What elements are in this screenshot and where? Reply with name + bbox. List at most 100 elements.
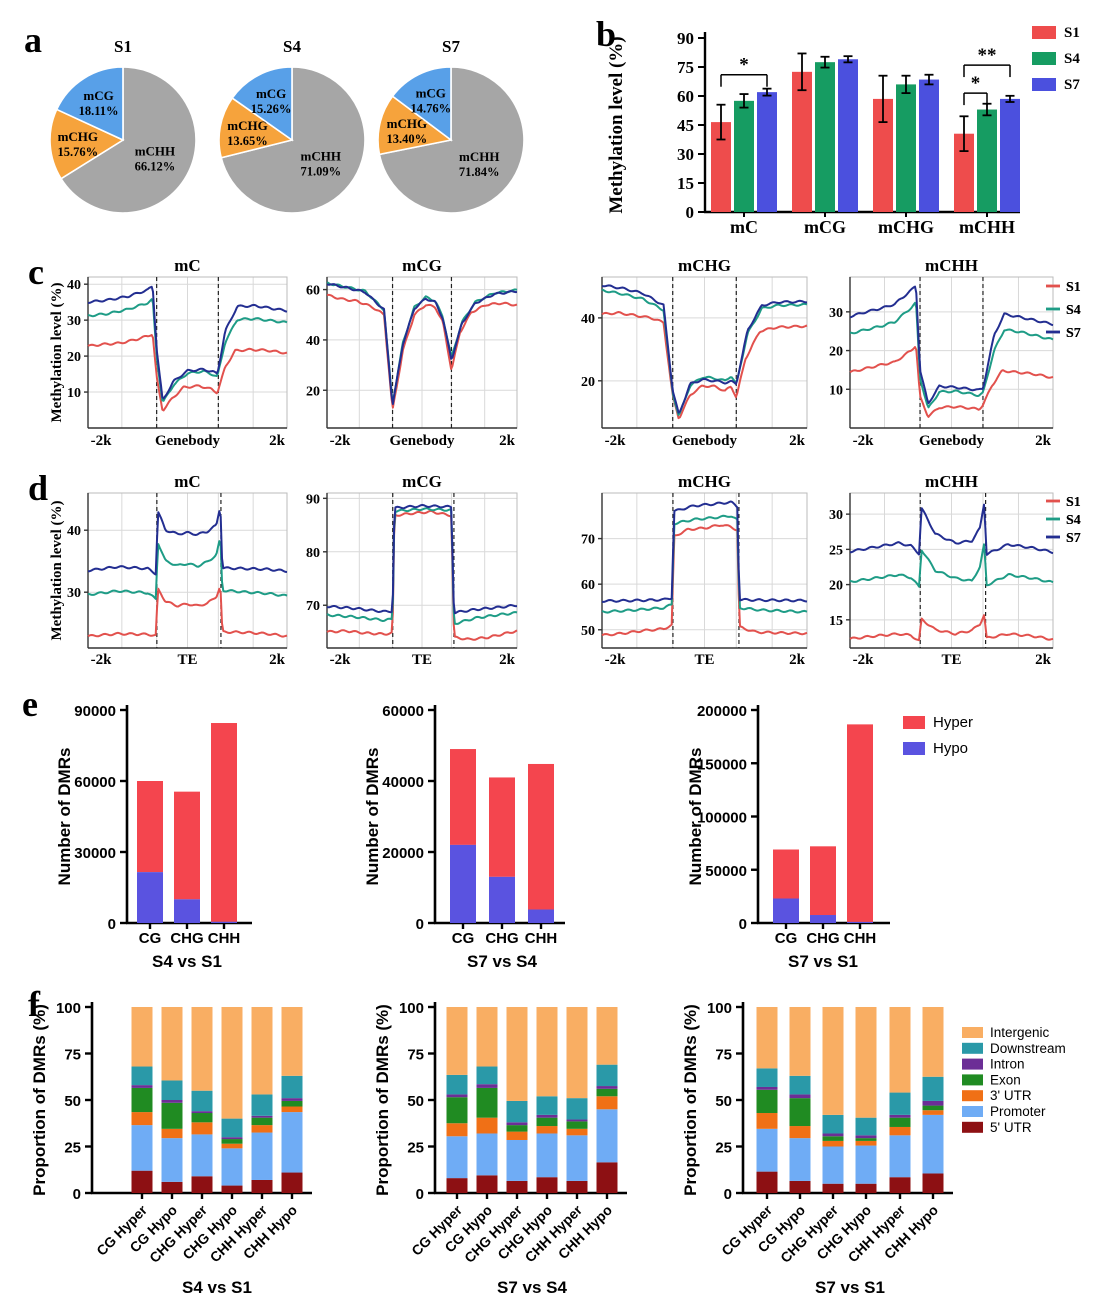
svg-text:CHG: CHG (485, 930, 518, 947)
svg-text:S7 vs S1: S7 vs S1 (788, 952, 858, 971)
svg-text:Exon: Exon (990, 1072, 1021, 1087)
svg-text:0: 0 (108, 916, 116, 933)
svg-text:45: 45 (677, 116, 694, 135)
svg-text:25: 25 (64, 1140, 81, 1157)
svg-text:-2k: -2k (330, 652, 351, 668)
svg-text:2k: 2k (269, 433, 286, 449)
svg-text:Methylation level (%): Methylation level (%) (606, 36, 627, 213)
svg-text:CHG: CHG (170, 930, 203, 947)
svg-text:mCHG: mCHG (58, 129, 98, 144)
e1-chart: 0 30000 60000 90000 Number of DMRs CG CHG CHH S4… (55, 703, 252, 971)
svg-text:Genebody: Genebody (672, 433, 738, 449)
svg-text:40: 40 (67, 524, 81, 539)
e2-chart: 0 20000 40000 60000 Number of DMRs CG CHG CHH S7… (363, 703, 565, 971)
svg-text:*: * (971, 73, 981, 94)
svg-text:S1: S1 (1066, 280, 1081, 295)
svg-text:80: 80 (306, 546, 320, 561)
svg-text:S1: S1 (1066, 495, 1081, 510)
svg-text:60: 60 (581, 578, 595, 593)
svg-text:mCHH: mCHH (301, 148, 341, 163)
svg-text:40000: 40000 (382, 774, 424, 791)
svg-text:Number of DMRs: Number of DMRs (55, 748, 74, 886)
svg-text:CHH: CHH (208, 930, 241, 947)
svg-text:mCHG: mCHG (678, 472, 731, 491)
svg-text:2k: 2k (269, 652, 286, 668)
svg-text:100: 100 (707, 1000, 732, 1017)
svg-text:15.26%: 15.26% (251, 102, 292, 116)
svg-text:mCHH: mCHH (925, 256, 978, 275)
svg-text:20: 20 (829, 579, 843, 594)
panel-label-f: f (28, 984, 40, 1024)
svg-text:75: 75 (64, 1047, 81, 1064)
svg-text:60000: 60000 (74, 774, 116, 791)
svg-text:S4: S4 (1066, 303, 1081, 318)
svg-text:0: 0 (724, 1186, 732, 1203)
svg-text:CG: CG (139, 930, 162, 947)
svg-text:Intergenic: Intergenic (990, 1025, 1050, 1040)
svg-text:TE: TE (941, 652, 961, 668)
panel-label-a: a (24, 20, 42, 60)
svg-text:75: 75 (677, 58, 694, 77)
svg-text:S4: S4 (283, 37, 301, 56)
svg-text:mCHH: mCHH (459, 149, 499, 164)
svg-text:30: 30 (67, 586, 81, 601)
svg-text:18.11%: 18.11% (79, 104, 119, 118)
svg-text:2k: 2k (789, 652, 806, 668)
svg-text:mC: mC (730, 217, 758, 237)
d4-chart: 15 20 25 30 mCHH -2k TE 2k S1 S4 S7 (829, 472, 1081, 668)
svg-text:0: 0 (416, 916, 424, 933)
svg-text:mCHH: mCHH (135, 144, 175, 159)
svg-text:S4: S4 (1066, 513, 1081, 528)
svg-text:90: 90 (306, 492, 320, 507)
svg-text:TE: TE (177, 652, 197, 668)
svg-text:40: 40 (67, 278, 81, 293)
svg-text:30: 30 (829, 306, 843, 321)
svg-text:75: 75 (407, 1047, 424, 1064)
svg-text:Hypo: Hypo (933, 740, 968, 757)
svg-text:Methylation level (%): Methylation level (%) (49, 283, 65, 423)
svg-text:200000: 200000 (697, 703, 747, 720)
svg-text:15.76%: 15.76% (58, 145, 99, 159)
svg-text:CG: CG (452, 930, 475, 947)
svg-text:0: 0 (73, 1186, 81, 1203)
b-chart: 0 15 30 45 60 75 90 Methylation level (%) mC mCG m… (606, 25, 1080, 237)
svg-text:-2k: -2k (91, 652, 112, 668)
svg-text:30: 30 (829, 508, 843, 523)
svg-text:S7: S7 (1066, 531, 1081, 546)
svg-text:mCG: mCG (402, 256, 442, 275)
svg-text:13.65%: 13.65% (227, 134, 268, 148)
svg-text:CG: CG (775, 930, 798, 947)
svg-text:30: 30 (677, 145, 694, 164)
panel-label-d: d (28, 468, 49, 508)
svg-text:50000: 50000 (705, 863, 747, 880)
svg-text:3' UTR: 3' UTR (990, 1088, 1032, 1103)
svg-text:S1: S1 (1066, 280, 1081, 295)
svg-text:90000: 90000 (74, 703, 116, 720)
svg-text:mCG: mCG (402, 472, 442, 491)
svg-text:60: 60 (306, 284, 320, 299)
svg-text:50: 50 (581, 624, 595, 639)
svg-text:25: 25 (715, 1140, 732, 1157)
svg-text:25: 25 (407, 1140, 424, 1157)
svg-text:S7: S7 (1066, 326, 1081, 341)
svg-text:*: * (739, 55, 749, 76)
svg-text:Genebody: Genebody (389, 433, 455, 449)
svg-text:S7: S7 (1066, 531, 1081, 546)
svg-text:2k: 2k (789, 433, 806, 449)
svg-text:20000: 20000 (382, 845, 424, 862)
svg-text:30: 30 (67, 314, 81, 329)
svg-text:S7 vs S4: S7 vs S4 (467, 952, 537, 971)
svg-text:mCHG: mCHG (227, 118, 267, 133)
svg-text:100: 100 (399, 1000, 424, 1017)
svg-text:Number of DMRs: Number of DMRs (686, 748, 705, 886)
svg-text:0: 0 (416, 1186, 424, 1203)
svg-text:S4: S4 (1066, 303, 1081, 318)
svg-text:S7 vs S4: S7 vs S4 (497, 1278, 567, 1297)
svg-text:S7: S7 (442, 37, 460, 56)
svg-text:S4: S4 (1064, 51, 1080, 67)
svg-text:-2k: -2k (853, 652, 874, 668)
svg-text:**: ** (978, 45, 997, 66)
